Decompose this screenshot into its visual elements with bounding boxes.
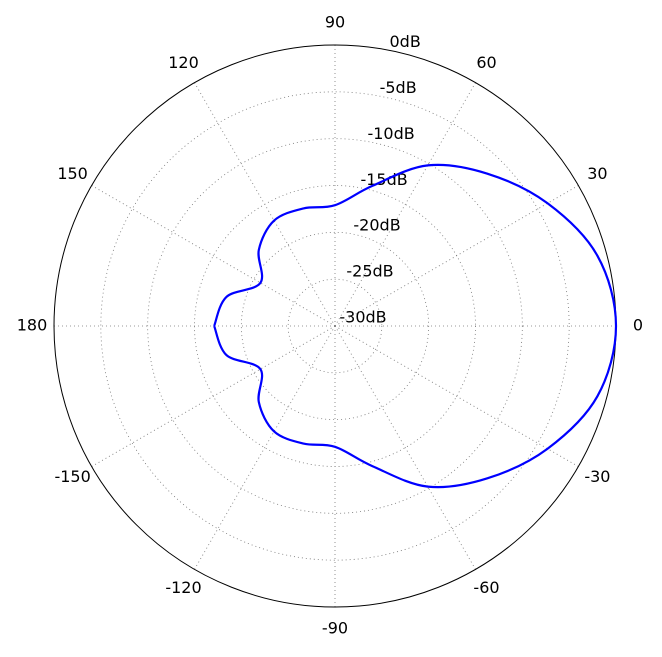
grid-spoke (334, 325, 579, 467)
angle-tick-label: 30 (587, 164, 607, 183)
grid-ring (240, 231, 430, 421)
angle-tick-label: 0 (633, 316, 643, 335)
angle-tick-label: 90 (325, 13, 345, 32)
r-tick-label: -20dB (353, 216, 400, 235)
angle-tick-label: -120 (165, 578, 201, 597)
r-tick-label: -25dB (346, 262, 393, 281)
grid-spoke (334, 82, 476, 327)
r-tick-label: -10dB (367, 124, 414, 143)
angle-tick-label: 180 (17, 316, 48, 335)
angle-tick-label: -60 (473, 578, 499, 597)
angle-tick-label: -150 (54, 467, 90, 486)
r-tick-label: -30dB (339, 308, 386, 327)
grid-spoke (334, 325, 476, 570)
angle-tick-label: 150 (57, 164, 88, 183)
angle-tick-label: 60 (476, 53, 496, 72)
r-tick-label: -5dB (380, 78, 417, 97)
grid-spoke (91, 185, 336, 327)
r-tick-label: 0dB (389, 32, 420, 51)
angle-tick-label: 120 (168, 53, 199, 72)
grid-spoke (91, 325, 336, 467)
angle-tick-label: -90 (322, 619, 348, 638)
grid-ring (287, 278, 383, 374)
pattern-line (213, 163, 618, 489)
grid-spoke (194, 325, 336, 570)
grid-ring (100, 91, 570, 561)
angle-tick-label: -30 (584, 467, 610, 486)
grid-spoke (194, 82, 336, 327)
grid-ring (147, 138, 523, 514)
grid-spoke (334, 185, 579, 327)
